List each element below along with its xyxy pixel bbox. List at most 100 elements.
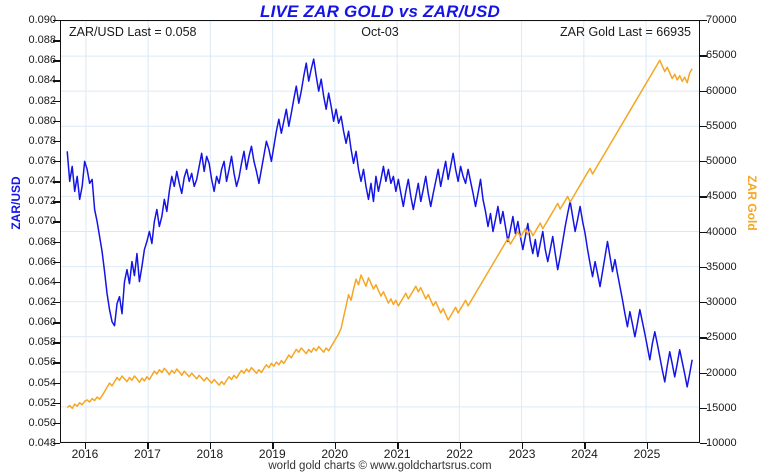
y-axis-right-tick-mark [700,302,707,304]
y-axis-left-tick: 0.058 [28,336,56,349]
y-axis-left-tick-mark [53,80,60,82]
y-axis-left-tick-mark [53,302,60,304]
y-axis-left-tick: 0.062 [28,296,56,308]
y-axis-left-tick: 0.060 [28,316,56,329]
y-axis-right-tick: 55000 [706,119,737,132]
y-axis-left-tick: 0.084 [28,74,56,87]
y-axis-left-tick: 0.078 [28,134,56,147]
y-axis-right-tick: 40000 [706,225,737,238]
y-axis-left-tick: 0.076 [28,155,56,167]
y-axis-right-tick-mark [700,20,707,22]
series-line-zar-gold [66,59,693,410]
y-axis-left-tick-mark [53,422,60,425]
x-axis-tick: 2021 [383,447,411,461]
y-axis-left-tick: 0.068 [28,235,56,248]
y-axis-left-tick-mark [53,140,60,143]
x-axis-tick: 2019 [258,447,286,461]
y-axis-left-tick-mark [53,261,60,264]
x-axis-tick: 2022 [446,447,473,461]
y-axis-right-tick: 70000 [706,14,737,26]
y-axis-right-tick-mark [700,337,707,339]
x-axis-tick-mark [334,443,337,449]
y-axis-left-tick-mark [53,60,60,62]
footer-credit: world gold charts © www.goldchartsrus.co… [268,460,492,472]
y-axis-right-tick: 35000 [706,260,737,273]
annotation-zar-gold-last: ZAR Gold Last = 66935 [560,25,691,39]
y-axis-right-tick-mark [700,55,707,57]
x-axis-tick: 2024 [571,447,598,461]
y-axis-right-tick-mark [700,266,707,269]
y-axis-left-tick-mark [53,241,60,243]
x-axis-tick: 2016 [71,447,99,461]
x-axis-tick: 2023 [508,447,536,461]
y-axis-left-tick: 0.086 [28,54,56,67]
y-axis-left-tick-mark [53,20,60,22]
y-axis-left-tick-mark [53,181,60,183]
y-axis-left-tick-mark [53,281,60,284]
y-axis-left-tick: 0.052 [28,396,56,409]
y-axis-right-tick: 10000 [706,437,737,449]
y-axis-left-tick: 0.088 [28,34,56,47]
y-axis-left-tick-mark [53,161,60,163]
x-axis-tick-mark [84,443,87,449]
x-axis-tick: 2017 [134,447,161,461]
series-line-zar-usd [66,58,693,388]
y-axis-right-tick: 25000 [706,331,737,344]
annotation-zar-usd-last: ZAR/USD Last = 0.058 [69,25,197,39]
y-axis-left-tick-mark [53,201,60,203]
y-axis-right-tick: 65000 [706,49,737,62]
y-axis-right-tick-mark [700,372,707,374]
y-axis-right-tick: 45000 [706,190,737,203]
y-axis-left-tick: 0.072 [28,195,56,208]
y-axis-left-tick: 0.064 [28,275,56,288]
y-axis-left-tick: 0.090 [28,14,56,26]
y-axis-left-tick: 0.082 [28,94,56,107]
y-axis-left-tick: 0.054 [28,376,56,389]
y-axis-left-tick-mark [53,382,60,384]
x-axis-tick: 2025 [633,447,661,461]
y-axis-left-tick: 0.074 [28,175,56,188]
x-axis-tick: 2020 [321,447,349,461]
y-axis-left-tick: 0.050 [28,416,56,429]
y-axis-left-tick-mark [53,120,60,123]
y-axis-left-tick-mark [53,402,60,405]
y-axis-left-tick-mark [53,100,60,102]
y-axis-left-tick: 0.066 [28,255,56,268]
y-axis-left-tick-mark [53,362,60,364]
y-axis-right-tick: 50000 [706,155,737,167]
x-axis-tick-mark [459,443,461,449]
y-axis-left-tick: 0.070 [28,215,56,228]
x-axis-tick: 2018 [196,447,224,461]
x-axis-tick-mark [397,443,399,449]
x-axis-tick-mark [147,443,149,449]
y-axis-left-tick-mark [53,443,60,445]
y-axis-right-tick: 60000 [706,84,737,97]
y-axis-right-tick-mark [700,231,707,233]
y-axis-right-tick-mark [700,90,707,92]
y-axis-left-tick: 0.056 [28,356,56,369]
x-axis-tick-mark [272,443,274,449]
y-axis-right-tick-mark [700,407,707,410]
y-axis-right-tick-mark [700,125,707,128]
chart-title: LIVE ZAR GOLD vs ZAR/USD [260,2,500,21]
x-axis-tick-mark [522,443,524,449]
y-axis-right-tick: 15000 [706,401,737,414]
y-axis-left-tick-mark [53,322,60,324]
y-axis-right-tick-mark [700,196,707,198]
x-axis-tick-mark [584,443,586,449]
data-series [66,58,693,410]
x-axis-tick-mark [209,443,212,449]
x-axis-tick-mark [646,443,649,449]
gridlines [61,21,699,442]
y-axis-right-tick: 30000 [706,296,737,308]
y-axis-right-tick-mark [700,443,707,445]
y-axis-left-tick-mark [53,221,60,223]
y-axis-left-tick-mark [53,342,60,344]
y-axis-left-tick-mark [53,40,60,42]
y-axis-right-tick-mark [700,161,707,163]
y-axis-left-tick: 0.048 [28,437,56,449]
annotation-date: Oct-03 [361,25,399,39]
y-axis-left-tick: 0.080 [28,114,56,127]
plot-area: ZAR/USD Last = 0.058 Oct-03 ZAR Gold Las… [60,20,700,443]
